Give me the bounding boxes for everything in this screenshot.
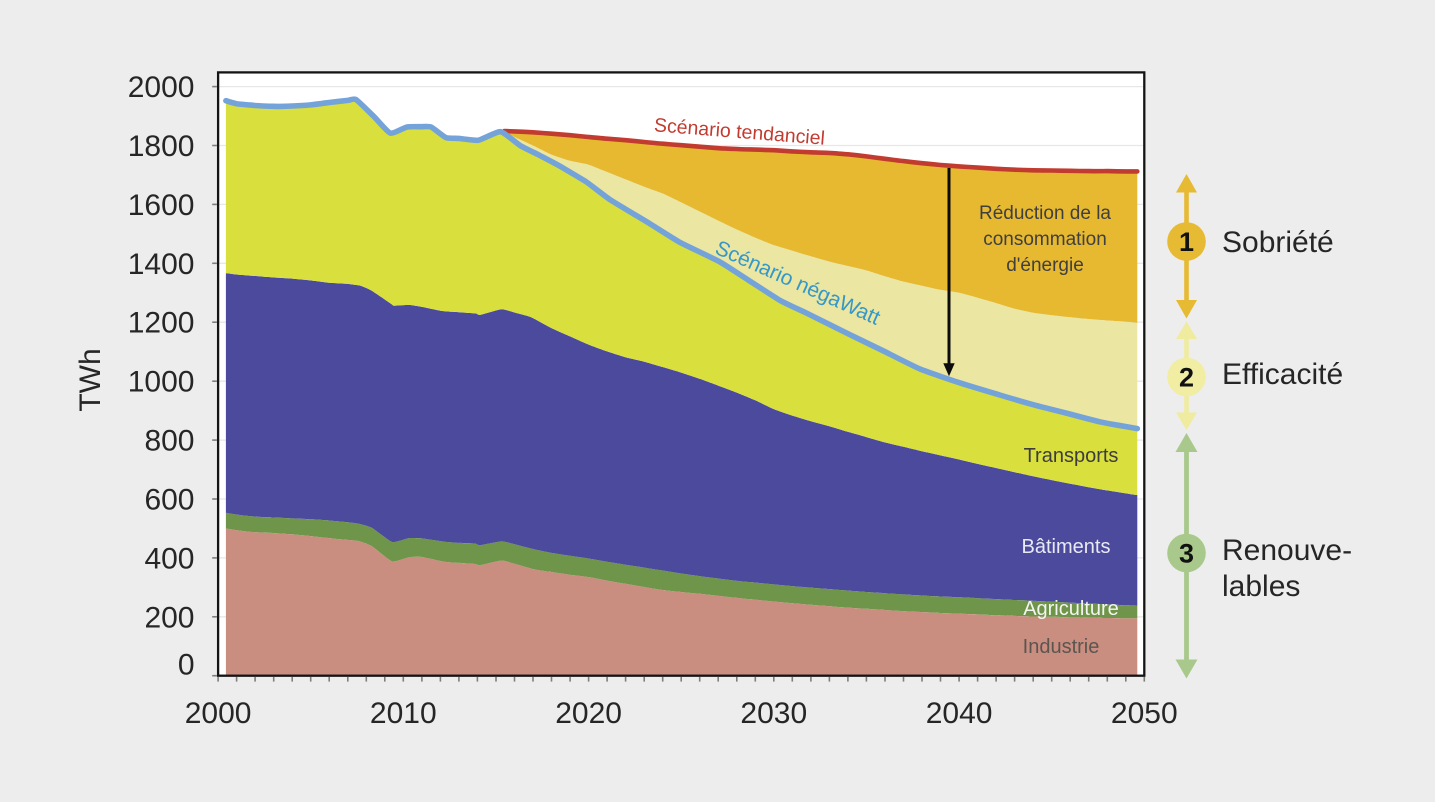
svg-text:1600: 1600 [128,189,195,222]
svg-text:1200: 1200 [128,307,195,340]
svg-text:2020: 2020 [555,697,622,730]
svg-text:2040: 2040 [926,697,993,730]
svg-text:Réduction de la: Réduction de la [979,203,1111,224]
svg-text:2050: 2050 [1111,697,1178,730]
svg-text:Industrie: Industrie [1023,636,1100,658]
svg-text:2010: 2010 [370,697,437,730]
svg-text:0: 0 [178,649,195,682]
svg-text:Efficacité: Efficacité [1222,358,1343,391]
svg-text:400: 400 [144,542,194,575]
svg-text:Transports: Transports [1024,445,1119,467]
svg-text:1: 1 [1179,227,1194,257]
svg-text:d'énergie: d'énergie [1006,255,1084,276]
svg-text:2030: 2030 [740,697,807,730]
svg-text:200: 200 [144,601,194,634]
svg-text:Bâtiments: Bâtiments [1022,536,1111,558]
svg-text:Sobriété: Sobriété [1222,226,1334,259]
svg-text:1000: 1000 [128,366,195,399]
svg-text:2000: 2000 [128,71,195,104]
svg-text:lables: lables [1222,570,1300,603]
svg-text:1800: 1800 [128,130,195,163]
svg-text:TWh: TWh [74,348,107,411]
svg-text:1400: 1400 [128,248,195,281]
svg-text:2000: 2000 [185,697,252,730]
svg-text:2: 2 [1179,363,1194,393]
svg-text:consommation: consommation [983,229,1107,250]
svg-text:600: 600 [144,484,194,517]
svg-text:3: 3 [1179,539,1194,569]
svg-text:Agriculture: Agriculture [1023,598,1119,620]
svg-text:800: 800 [144,425,194,458]
svg-text:Renouve-: Renouve- [1222,534,1352,567]
